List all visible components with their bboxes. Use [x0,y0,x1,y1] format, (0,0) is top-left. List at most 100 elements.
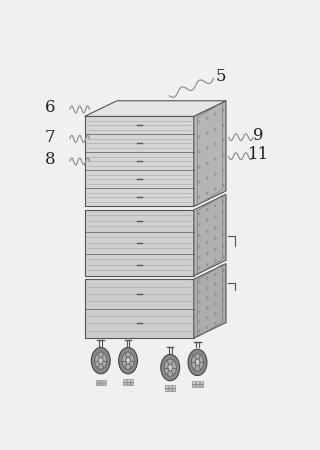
Circle shape [206,316,208,319]
Bar [126,382,130,385]
Polygon shape [84,279,194,338]
Bar [196,381,199,384]
Bar [165,388,168,391]
Circle shape [206,117,208,119]
Bar [169,388,172,391]
Circle shape [214,204,216,207]
Circle shape [206,132,208,135]
Circle shape [206,177,208,180]
Bar [130,379,133,382]
Circle shape [214,273,216,276]
Bar [99,380,102,382]
Text: 11: 11 [248,146,269,163]
Circle shape [222,244,224,247]
Circle shape [214,158,216,161]
Bar [123,379,126,382]
Bar [172,388,175,391]
Circle shape [214,292,216,295]
Text: 6: 6 [45,99,55,116]
Circle shape [222,139,224,142]
Polygon shape [84,210,194,276]
Bar [165,385,168,388]
Circle shape [195,359,200,366]
Text: 5: 5 [216,68,226,85]
Bar [123,382,126,385]
Circle shape [198,151,200,153]
Circle shape [214,259,216,262]
Circle shape [198,121,200,123]
Circle shape [95,352,107,369]
Circle shape [206,219,208,222]
Circle shape [198,234,200,237]
Circle shape [206,147,208,149]
Circle shape [222,308,224,311]
Circle shape [222,318,224,321]
Circle shape [206,287,208,289]
Bar [103,380,106,382]
Circle shape [214,128,216,130]
Bar [172,385,175,388]
Circle shape [198,180,200,183]
Circle shape [214,237,216,240]
Circle shape [222,289,224,292]
Circle shape [214,283,216,286]
Circle shape [198,281,200,284]
Circle shape [198,301,200,303]
Circle shape [214,173,216,176]
Circle shape [206,230,208,233]
Circle shape [164,359,176,376]
Text: 8: 8 [44,151,55,168]
Circle shape [198,291,200,293]
Circle shape [198,320,200,323]
Circle shape [214,226,216,229]
Circle shape [198,256,200,259]
Circle shape [222,109,224,112]
Circle shape [206,241,208,244]
Bar [99,383,102,385]
Bar [103,383,106,385]
Circle shape [222,169,224,172]
Circle shape [222,222,224,225]
Circle shape [206,297,208,299]
Polygon shape [194,264,226,338]
Circle shape [214,113,216,116]
Circle shape [168,364,172,371]
Circle shape [222,200,224,203]
Circle shape [198,245,200,248]
Circle shape [161,355,180,381]
Circle shape [206,306,208,309]
Circle shape [214,188,216,191]
Circle shape [214,143,216,145]
Circle shape [198,166,200,168]
Bar [200,381,203,384]
Circle shape [126,357,130,364]
Circle shape [198,310,200,313]
Circle shape [222,233,224,236]
Circle shape [214,312,216,315]
Bar [96,383,99,385]
Circle shape [91,347,110,374]
Circle shape [198,212,200,215]
Circle shape [206,277,208,279]
Polygon shape [84,101,226,117]
Circle shape [206,208,208,211]
Circle shape [222,298,224,302]
Circle shape [188,349,207,376]
Circle shape [119,347,138,374]
Text: 9: 9 [253,127,263,144]
Polygon shape [194,101,226,207]
Circle shape [222,184,224,187]
Circle shape [214,322,216,325]
Circle shape [191,354,204,371]
Circle shape [99,357,103,364]
Bar [130,382,133,385]
Circle shape [198,330,200,333]
Circle shape [214,248,216,251]
Circle shape [198,196,200,198]
Circle shape [214,215,216,218]
Circle shape [206,192,208,194]
Bar [126,379,130,382]
Circle shape [198,223,200,226]
Circle shape [222,269,224,272]
Bar [196,384,199,387]
